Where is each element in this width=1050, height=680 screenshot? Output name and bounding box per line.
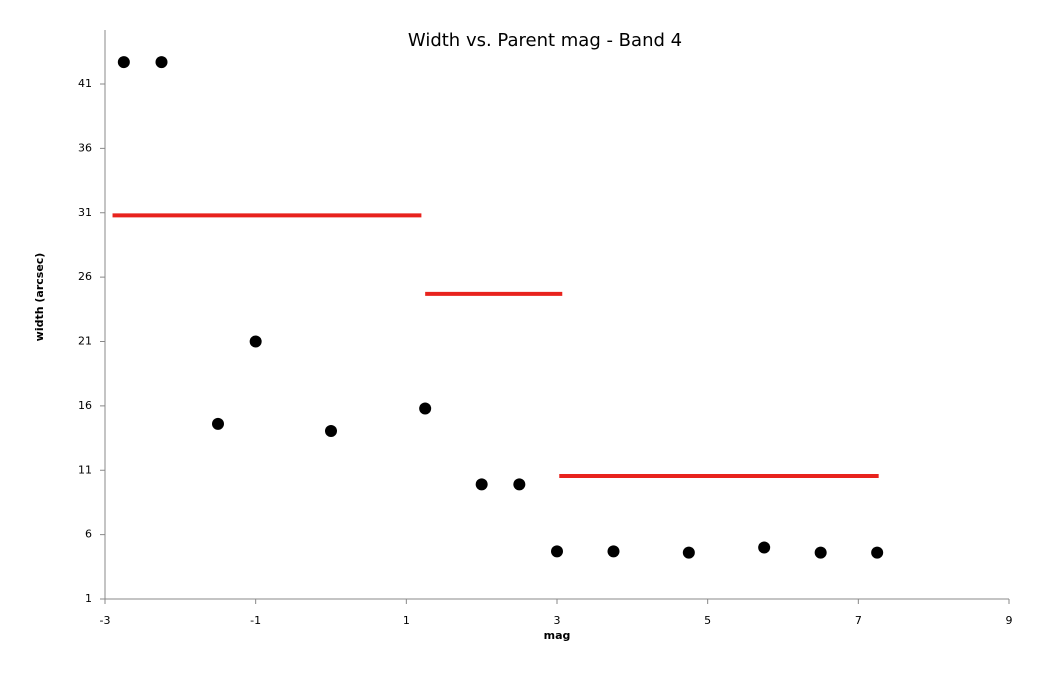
y-tick-label: 41 [78,77,92,90]
point [117,56,130,69]
y-tick-label: 6 [85,528,92,541]
x-tick-label: 9 [1006,614,1013,627]
y-tick-label: 1 [85,592,92,605]
x-tick-label: -1 [250,614,261,627]
y-tick-label: 21 [78,335,92,348]
x-tick-label: 5 [704,614,711,627]
point [155,56,168,69]
point [814,546,827,559]
x-tick-label: 7 [855,614,862,627]
y-tick-label: 16 [78,399,92,412]
point [551,545,563,558]
y-tick-label: 11 [78,463,92,476]
point [682,546,695,559]
x-tick-label: -3 [100,614,111,627]
point [758,541,771,554]
point [475,478,488,491]
x-tick-label: 3 [554,614,561,627]
y-tick-label: 26 [78,270,92,283]
point [871,546,884,559]
point [419,402,432,415]
y-axis-label: width (arcsec) [33,253,46,342]
x-axis-label: mag [544,629,571,642]
y-tick-label: 31 [78,206,92,219]
chart-title: Width vs. Parent mag - Band 4 [408,30,682,51]
point [249,335,262,348]
point [325,424,337,437]
point [212,417,224,430]
point [513,478,526,491]
point [607,545,620,558]
y-tick-label: 36 [78,141,92,154]
x-tick-label: 1 [403,614,410,627]
